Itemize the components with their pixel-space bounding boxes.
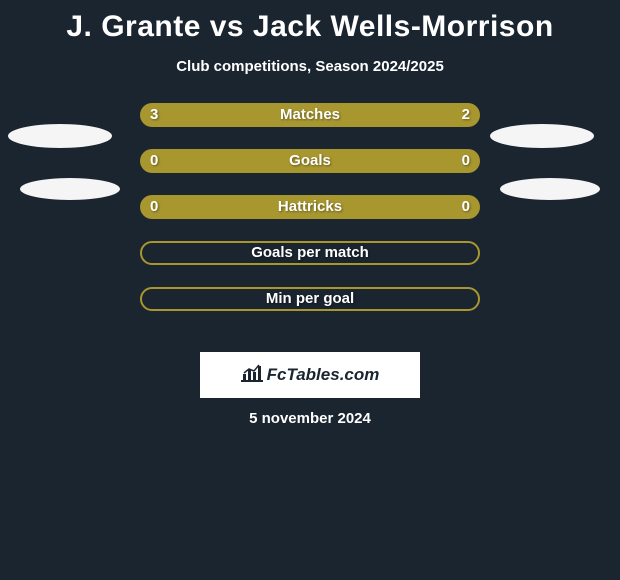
stat-value-left: 0 [150, 198, 158, 215]
stat-label: Goals per match [0, 244, 620, 261]
stat-row: Hattricks0 0 [0, 195, 620, 241]
stat-label: Min per goal [0, 290, 620, 307]
stat-value-left: 0 [150, 152, 158, 169]
stat-value-right: 0 [462, 152, 470, 169]
stat-value-right: 0 [462, 198, 470, 215]
page-title: J. Grante vs Jack Wells-Morrison [0, 0, 620, 44]
avatar-ellipse [20, 178, 120, 200]
subtitle: Club competitions, Season 2024/2025 [0, 58, 620, 75]
chart-icon [241, 364, 263, 387]
stat-value-left: 3 [150, 106, 158, 123]
date-text: 5 november 2024 [0, 410, 620, 427]
avatar-ellipse [8, 124, 112, 148]
avatar-ellipse [490, 124, 594, 148]
stat-value-right: 2 [462, 106, 470, 123]
stat-label: Goals [0, 152, 620, 169]
stat-row: Min per goal [0, 287, 620, 333]
stat-row: Goals per match [0, 241, 620, 287]
logo-text: FcTables.com [267, 365, 380, 385]
avatar-ellipse [500, 178, 600, 200]
stat-label: Hattricks [0, 198, 620, 215]
stat-label: Matches [0, 106, 620, 123]
logo-box: FcTables.com [200, 352, 420, 398]
